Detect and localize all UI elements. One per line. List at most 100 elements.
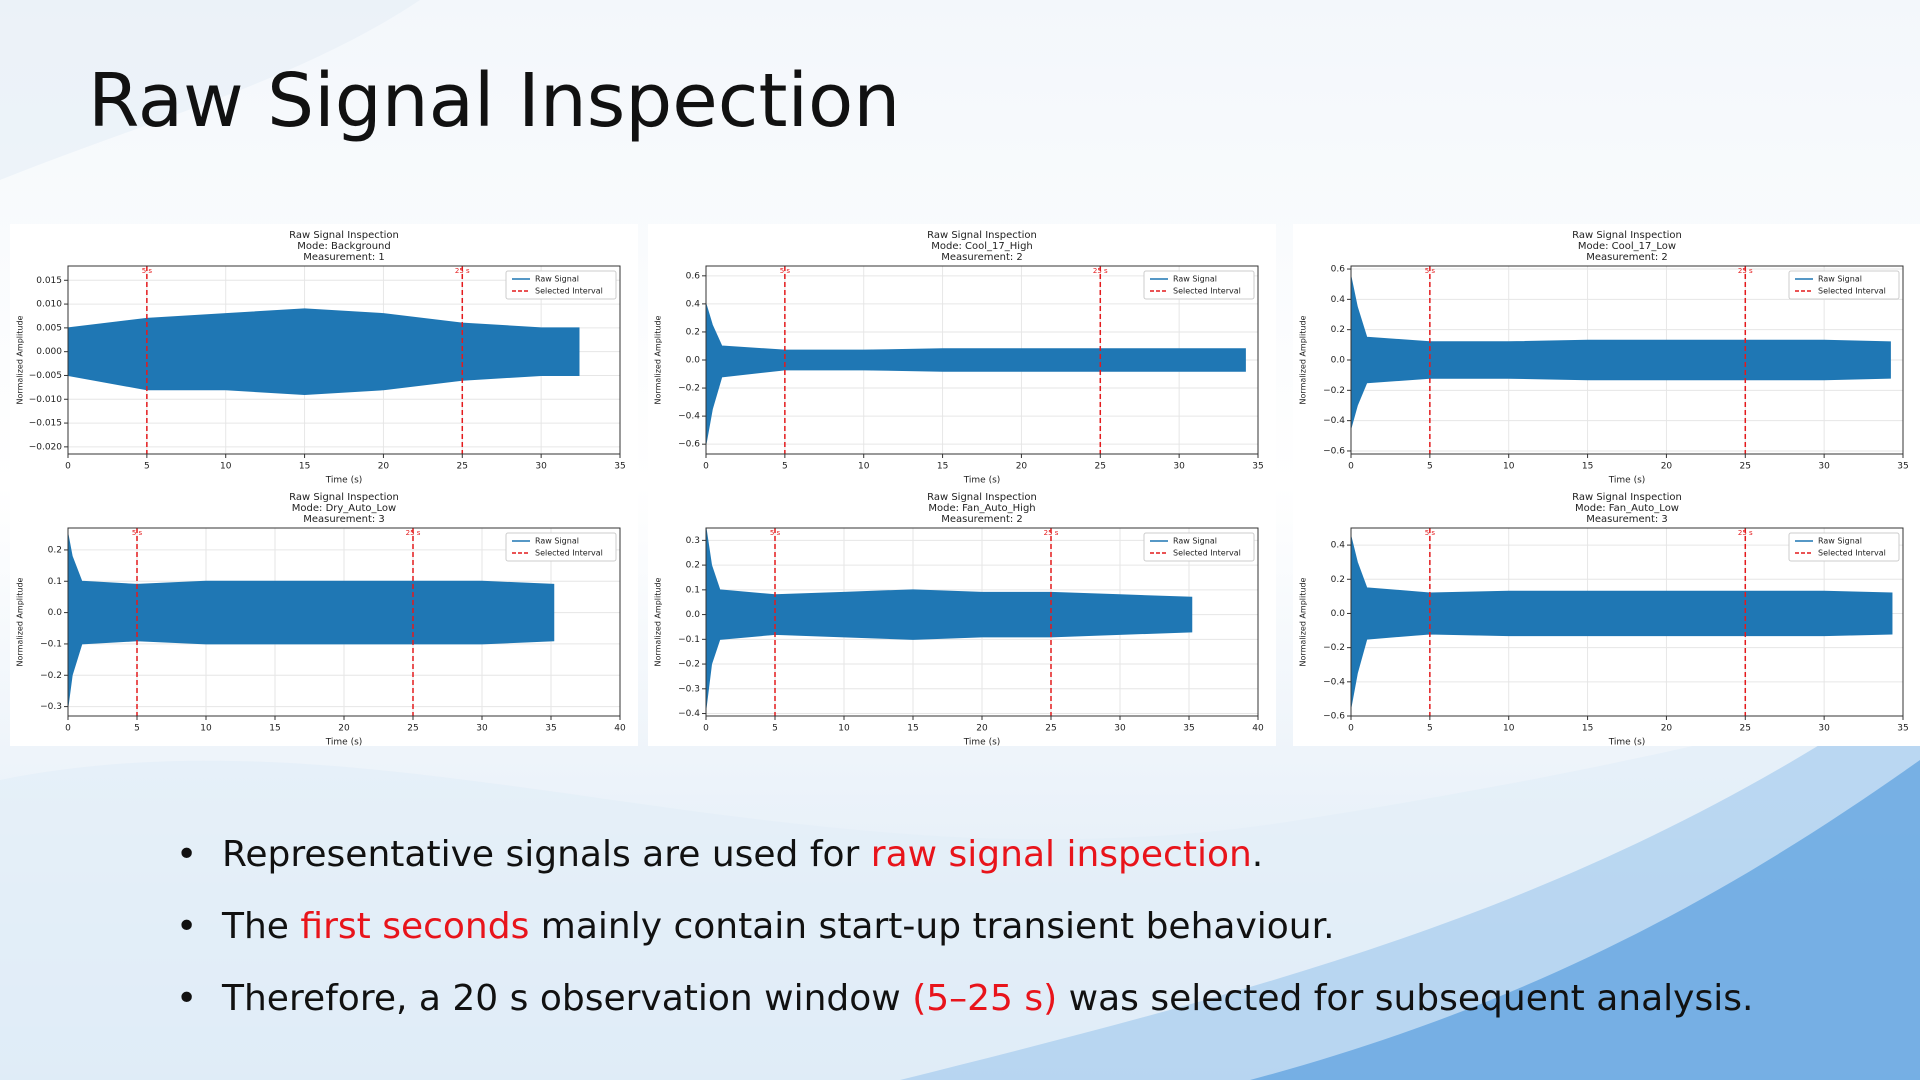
x-tick-label: 35 <box>545 724 556 734</box>
bullet: Representative signals are used for raw … <box>176 830 1753 902</box>
chart-title: Raw Signal Inspection <box>289 492 399 503</box>
legend-label: Raw Signal <box>535 275 579 284</box>
x-tick-label: 5 <box>1427 462 1433 472</box>
x-tick-label: 35 <box>1897 462 1908 472</box>
bullet-text: mainly contain start-up transient behavi… <box>529 906 1335 947</box>
x-tick-label: 0 <box>1348 462 1354 472</box>
chart-mode: Mode: Fan_Auto_Low <box>1575 503 1679 514</box>
y-tick-label: 0.2 <box>686 561 700 571</box>
bullet-text: . <box>1251 834 1264 875</box>
chart-title: Raw Signal Inspection <box>927 230 1037 241</box>
x-tick-label: 20 <box>378 462 390 472</box>
y-tick-label: −0.4 <box>1323 416 1345 426</box>
chart-title: Raw Signal Inspection <box>927 492 1037 503</box>
x-tick-label: 25 <box>407 724 418 734</box>
x-tick-label: 35 <box>614 462 625 472</box>
x-tick-label: 15 <box>269 724 280 734</box>
legend-label: Raw Signal <box>1173 275 1217 284</box>
x-tick-label: 10 <box>1503 724 1515 734</box>
y-tick-label: −0.6 <box>678 440 700 450</box>
chart-measurement: Measurement: 2 <box>941 514 1023 525</box>
y-tick-label: 0.0 <box>686 610 701 620</box>
y-tick-label: 0.015 <box>36 276 62 286</box>
y-tick-label: 0.3 <box>686 536 700 546</box>
chart-title: Raw Signal Inspection <box>1572 230 1682 241</box>
bullet-text: was selected for subsequent analysis. <box>1057 978 1754 1019</box>
bullet-highlight: (5–25 s) <box>912 978 1058 1019</box>
y-tick-label: 0.0 <box>686 356 701 366</box>
plot-frame <box>67 527 621 717</box>
y-tick-label: −0.6 <box>1323 446 1345 456</box>
legend-label: Raw Signal <box>1818 275 1862 284</box>
y-tick-label: −0.3 <box>40 702 62 712</box>
y-tick-label: −0.2 <box>1323 643 1345 653</box>
chart-mode: Mode: Cool_17_High <box>931 241 1033 252</box>
x-axis-label: Time (s) <box>325 476 363 486</box>
plot-frame <box>1350 527 1904 717</box>
interval-label: 25 s <box>406 529 421 537</box>
x-tick-label: 20 <box>338 724 350 734</box>
signal-envelope <box>705 303 1246 445</box>
bullet-list: Representative signals are used for raw … <box>176 830 1753 1046</box>
x-tick-label: 30 <box>535 462 547 472</box>
y-tick-label: −0.1 <box>40 639 62 649</box>
x-tick-label: 0 <box>703 462 709 472</box>
bullet: The first seconds mainly contain start-u… <box>176 902 1753 974</box>
y-tick-label: 0.4 <box>1331 295 1346 305</box>
x-tick-label: 5 <box>134 724 140 734</box>
y-tick-label: 0.0 <box>1331 609 1346 619</box>
chart-measurement: Measurement: 2 <box>1586 252 1668 263</box>
x-tick-label: 5 <box>1427 724 1433 734</box>
interval-label: 5 s <box>142 267 153 275</box>
legend-label: Selected Interval <box>1818 287 1886 296</box>
x-tick-label: 20 <box>1016 462 1028 472</box>
interval-label: 25 s <box>455 267 470 275</box>
x-tick-label: 0 <box>1348 724 1354 734</box>
y-tick-label: −0.4 <box>678 412 700 422</box>
x-tick-label: 10 <box>1503 462 1515 472</box>
y-tick-label: −0.005 <box>29 371 62 381</box>
y-tick-label: −0.020 <box>29 442 63 452</box>
legend-label: Selected Interval <box>1818 549 1886 558</box>
x-tick-label: 25 <box>457 462 468 472</box>
x-tick-label: 30 <box>1818 462 1830 472</box>
plot-frame <box>705 265 1259 455</box>
interval-label: 5 s <box>132 529 143 537</box>
chart-title: Raw Signal Inspection <box>1572 492 1682 503</box>
chart-measurement: Measurement: 3 <box>303 514 385 525</box>
x-tick-label: 20 <box>1661 462 1673 472</box>
x-tick-label: 0 <box>65 462 71 472</box>
bullet-highlight: first seconds <box>300 906 530 947</box>
y-tick-label: 0.2 <box>1331 575 1345 585</box>
x-tick-label: 15 <box>907 724 918 734</box>
y-tick-label: 0.0 <box>1331 356 1346 366</box>
legend-label: Raw Signal <box>1818 537 1862 546</box>
plot-frame <box>705 527 1259 717</box>
x-tick-label: 40 <box>1252 724 1264 734</box>
legend-box <box>1788 532 1900 562</box>
plot-frame <box>1350 265 1904 455</box>
legend-box <box>505 532 617 562</box>
bullet-text: Therefore, a 20 s observation window <box>222 978 913 1019</box>
x-axis-label: Time (s) <box>963 476 1001 486</box>
y-tick-label: 0.2 <box>48 545 62 555</box>
y-axis-label: Normalized Amplitude <box>1299 577 1308 666</box>
interval-label: 5 s <box>780 267 791 275</box>
chart-measurement: Measurement: 1 <box>303 252 385 263</box>
interval-label: 5 s <box>1425 529 1436 537</box>
x-tick-label: 35 <box>1897 724 1908 734</box>
x-tick-label: 40 <box>614 724 626 734</box>
chart-mode: Mode: Cool_17_Low <box>1578 241 1676 252</box>
y-tick-label: −0.2 <box>40 671 62 681</box>
x-tick-label: 20 <box>1661 724 1673 734</box>
x-tick-label: 35 <box>1252 462 1263 472</box>
bullet-text: Representative signals are used for <box>222 834 871 875</box>
y-tick-label: −0.2 <box>678 384 700 394</box>
x-tick-label: 15 <box>1582 462 1593 472</box>
x-tick-label: 5 <box>144 462 150 472</box>
x-tick-label: 5 <box>782 462 788 472</box>
y-tick-label: −0.4 <box>1323 677 1345 687</box>
x-axis-label: Time (s) <box>1608 738 1646 748</box>
